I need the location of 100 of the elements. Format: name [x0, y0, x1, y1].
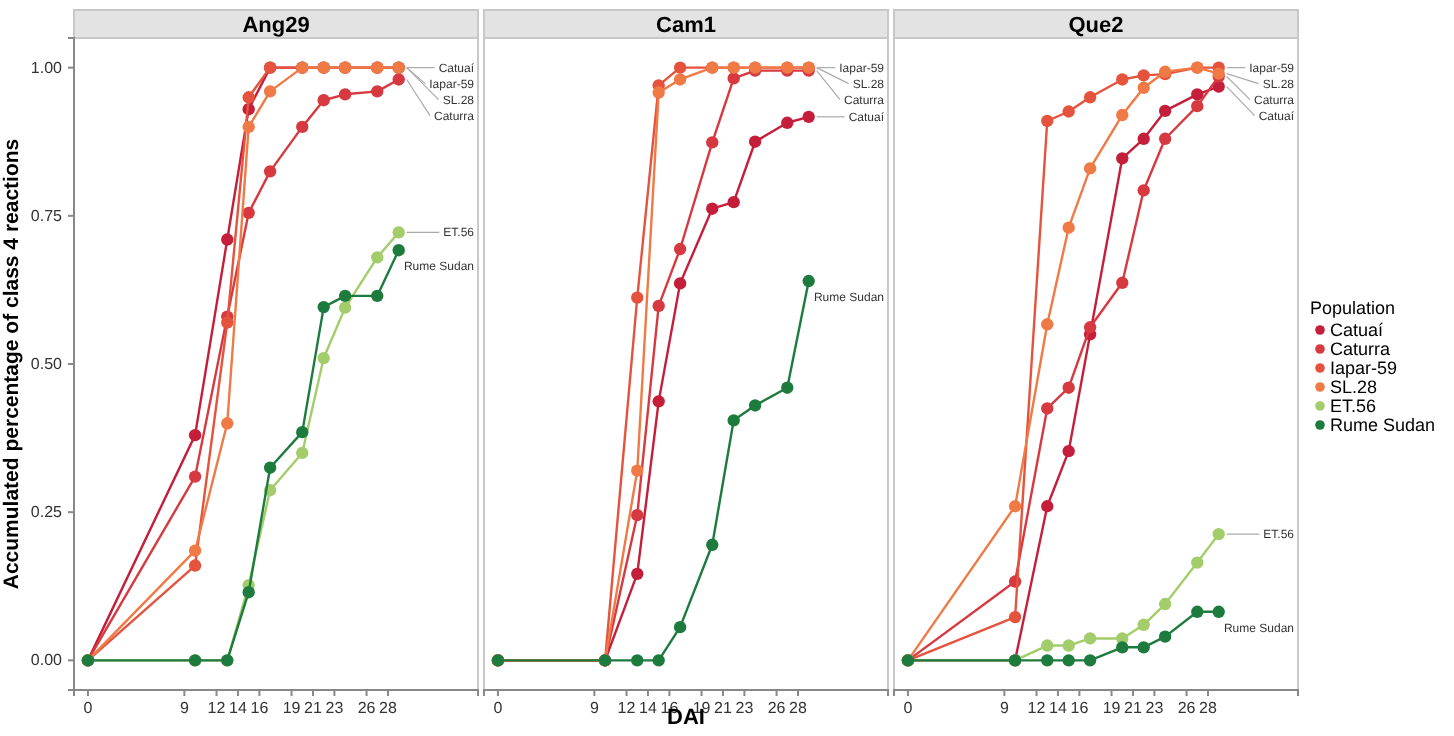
point: [188, 470, 202, 483]
point: [631, 508, 644, 522]
x-tick-label: 12: [1027, 699, 1047, 718]
point: [1008, 500, 1022, 513]
point: [1083, 632, 1097, 645]
chart-title: Ang29: [242, 14, 310, 38]
point: [221, 417, 234, 430]
point: [1116, 276, 1129, 289]
point: [781, 116, 794, 129]
point: [802, 110, 815, 123]
point: [802, 274, 815, 288]
x-tick-label: 0: [493, 699, 504, 718]
x-tick-label: 26: [1177, 699, 1197, 718]
point: [317, 94, 330, 107]
x-tick-label: 9: [589, 699, 600, 718]
point: [1062, 381, 1075, 394]
point: [631, 654, 644, 667]
x-tick-label: 14: [229, 699, 248, 718]
point: [1062, 654, 1075, 667]
point: [652, 299, 665, 313]
x-tick-label: 21: [714, 699, 733, 718]
legend-label: ET.56: [1330, 396, 1377, 416]
point: [1191, 556, 1204, 569]
y-axis-title: Accumulated percentage of class 4 reactions: [0, 138, 24, 590]
x-tick-label: 12: [207, 699, 227, 718]
legend-label: Iapar-59: [1330, 358, 1398, 378]
x-tick-label: 28: [1199, 699, 1218, 718]
point: [781, 381, 794, 394]
legend-label: SL.28: [1330, 377, 1378, 397]
y-tick-label: 0.50: [30, 355, 64, 374]
point: [338, 88, 352, 101]
x-tick-label: 16: [250, 699, 270, 718]
point: [673, 277, 687, 290]
point: [727, 72, 740, 85]
point: [1158, 104, 1172, 118]
chart-title: Que2: [1068, 14, 1124, 38]
point: [1116, 108, 1129, 122]
x-tick-label: 23: [1145, 699, 1165, 718]
point: [1041, 654, 1054, 667]
point: [652, 395, 665, 408]
point: [317, 300, 330, 314]
x-tick-label: 21: [304, 699, 323, 718]
point: [221, 316, 234, 329]
x-tick-label: 14: [639, 699, 658, 718]
point: [338, 289, 352, 302]
x-tick-label: 23: [735, 699, 755, 718]
point: [1137, 641, 1150, 654]
x-tick-label: 26: [767, 699, 787, 718]
point: [1137, 184, 1150, 197]
x-tick-label: 26: [357, 699, 377, 718]
point: [1083, 91, 1097, 104]
point: [242, 91, 255, 104]
point: [631, 567, 644, 580]
x-tick-label: 12: [617, 699, 637, 718]
point: [1041, 500, 1054, 513]
point: [371, 251, 384, 264]
x-tick-label: 9: [179, 699, 190, 718]
point: [188, 428, 202, 442]
point: [263, 85, 277, 98]
y-tick-label: 0.25: [30, 503, 64, 522]
point: [727, 414, 740, 427]
point: [1158, 132, 1172, 145]
point: [706, 136, 719, 149]
x-tick-label: 9: [999, 699, 1010, 718]
point: [1116, 641, 1129, 654]
x-tick-label: 23: [325, 699, 345, 718]
x-tick-label: 19: [1102, 699, 1122, 718]
y-tick-label: 0.00: [30, 651, 64, 670]
x-tick-label: 0: [83, 699, 94, 718]
x-tick-label: 28: [789, 699, 808, 718]
point: [748, 135, 762, 148]
point: [1041, 402, 1054, 415]
point: [1041, 318, 1054, 331]
point: [296, 446, 309, 460]
point: [338, 301, 352, 314]
point: [673, 242, 687, 256]
point: [242, 206, 255, 220]
point: [263, 461, 277, 474]
point: [631, 291, 644, 304]
point: [673, 621, 687, 634]
x-tick-label: 0: [903, 699, 914, 718]
point: [1083, 654, 1097, 667]
point: [263, 165, 277, 178]
point: [371, 289, 384, 302]
point: [673, 73, 687, 86]
point: [1158, 630, 1172, 643]
point: [1062, 444, 1075, 458]
point: [1041, 639, 1054, 652]
point: [392, 226, 405, 239]
x-tick-label: 16: [1070, 699, 1090, 718]
point: [748, 399, 762, 412]
point: [188, 544, 202, 557]
y-tick-label: 1.00: [30, 58, 64, 77]
point: [1191, 605, 1204, 618]
point: [1116, 152, 1129, 165]
x-tick-label: 19: [282, 699, 302, 718]
point: [1137, 69, 1150, 82]
point: [1062, 639, 1075, 652]
point: [631, 464, 644, 477]
point: [242, 120, 255, 134]
